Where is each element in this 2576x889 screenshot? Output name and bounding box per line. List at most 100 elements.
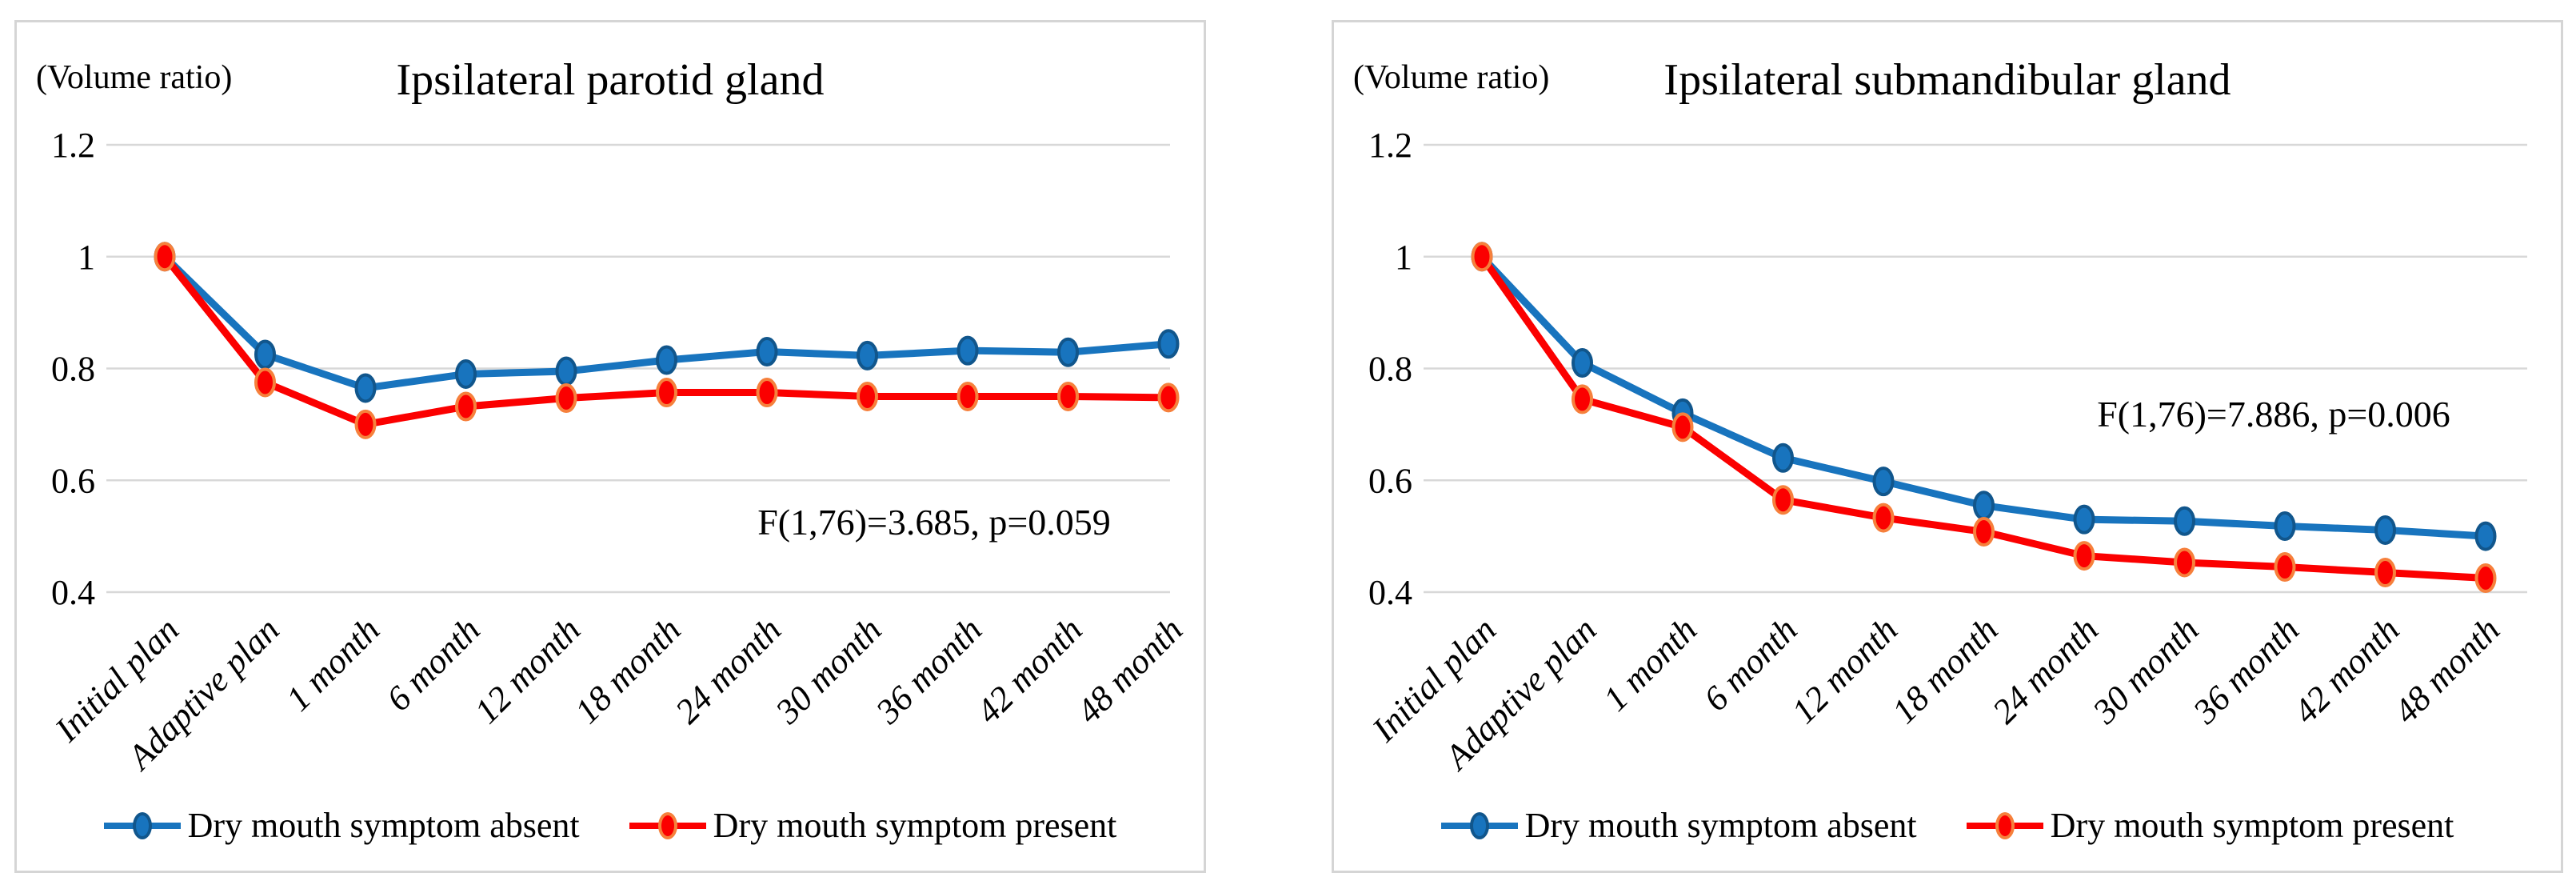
legend-label: Dry mouth symptom absent <box>187 806 580 845</box>
y-axis-unit-label: (Volume ratio) <box>36 59 233 96</box>
data-point-marker <box>354 373 377 403</box>
svg-text:1.2: 1.2 <box>1368 126 1412 165</box>
data-point-marker <box>2274 511 2296 542</box>
data-point-marker <box>1572 384 1593 414</box>
legend-entry-present: Dry mouth symptom present <box>1966 805 2454 846</box>
chart-title: Ipsilateral submandibular gland <box>1663 55 2231 105</box>
legend-marker-present <box>1966 811 2043 841</box>
legend-marker-absent <box>103 811 181 841</box>
legend-marker-present <box>629 811 706 841</box>
legend-marker-absent <box>1440 811 1518 841</box>
stats-annotation: F(1,76)=3.685, p=0.059 <box>757 502 1111 543</box>
legend-label: Dry mouth symptom absent <box>1524 806 1917 845</box>
data-point-marker <box>2174 506 2195 536</box>
gridlines <box>1424 143 2527 594</box>
data-point-marker <box>857 340 878 370</box>
legend-entry-absent: Dry mouth symptom absent <box>103 805 580 846</box>
data-point-marker <box>2374 558 2396 588</box>
chart-legend: Dry mouth symptom absent Dry mouth sympt… <box>17 805 1204 846</box>
legend-dot-icon <box>132 811 152 839</box>
data-point-marker <box>957 381 979 411</box>
y-tick-labels: 1.2 1 0.8 0.6 0.4 <box>1368 126 1412 612</box>
y-tick-labels: 1.2 1 0.8 0.6 0.4 <box>51 126 95 612</box>
svg-text:1 month: 1 month <box>1596 610 1704 719</box>
svg-text:0.6: 0.6 <box>1368 461 1412 500</box>
chart-panel-parotid: (Volume ratio) Ipsilateral parotid gland… <box>14 20 1206 873</box>
data-point-marker <box>2073 504 2095 535</box>
legend-label: Dry mouth symptom present <box>713 806 1117 845</box>
data-point-marker <box>2374 515 2396 545</box>
chart-panel-submandibular: (Volume ratio) Ipsilateral submandibular… <box>1332 20 2563 873</box>
svg-text:48 month: 48 month <box>1069 610 1190 731</box>
data-point-marker <box>957 335 979 366</box>
data-point-marker <box>1872 467 1895 497</box>
data-point-marker <box>2474 521 2497 551</box>
series-dry-mouth-symptom-present <box>1471 242 2497 594</box>
data-point-marker <box>1973 491 1995 521</box>
legend-entry-present: Dry mouth symptom present <box>629 805 1117 846</box>
data-point-marker <box>1057 337 1079 367</box>
svg-text:0.8: 0.8 <box>1368 350 1412 389</box>
data-point-marker <box>254 367 276 398</box>
data-point-marker <box>656 378 677 408</box>
svg-text:12 month: 12 month <box>467 610 588 731</box>
svg-text:30 month: 30 month <box>2085 610 2207 731</box>
data-point-marker <box>2174 547 2195 578</box>
legend-dot-icon <box>1469 811 1489 839</box>
svg-text:30 month: 30 month <box>768 610 889 731</box>
svg-text:0.4: 0.4 <box>51 573 95 612</box>
data-point-marker <box>1671 412 1694 442</box>
legend-dot-icon <box>1995 811 2015 839</box>
data-point-marker <box>656 345 677 375</box>
svg-text:48 month: 48 month <box>2386 610 2507 731</box>
data-point-marker <box>455 358 477 389</box>
svg-text:18 month: 18 month <box>1884 610 2005 731</box>
data-point-marker <box>1572 348 1593 378</box>
data-point-marker <box>2073 541 2095 571</box>
svg-text:0.4: 0.4 <box>1368 573 1412 612</box>
svg-text:42 month: 42 month <box>2286 610 2406 731</box>
data-point-marker <box>555 356 577 386</box>
svg-text:24 month: 24 month <box>1985 610 2106 731</box>
data-point-marker <box>756 378 778 408</box>
data-point-marker <box>1471 242 1493 272</box>
svg-text:18 month: 18 month <box>567 610 688 731</box>
data-point-marker <box>254 339 276 370</box>
svg-text:42 month: 42 month <box>968 610 1089 731</box>
data-point-marker <box>1973 517 1995 547</box>
data-point-marker <box>455 391 477 422</box>
chart-title: Ipsilateral parotid gland <box>396 55 825 105</box>
chart-legend: Dry mouth symptom absent Dry mouth sympt… <box>1334 805 2561 846</box>
svg-text:1: 1 <box>78 238 95 277</box>
svg-text:36 month: 36 month <box>2185 610 2306 731</box>
svg-text:1.2: 1.2 <box>51 126 95 165</box>
data-point-marker <box>857 381 878 411</box>
data-point-marker <box>1772 442 1794 473</box>
data-point-marker <box>154 242 176 272</box>
svg-text:12 month: 12 month <box>1784 610 1905 731</box>
series-dry-mouth-symptom-absent <box>154 242 1180 403</box>
svg-text:1 month: 1 month <box>278 610 387 719</box>
svg-text:0.8: 0.8 <box>51 350 95 389</box>
series-dry-mouth-symptom-present <box>154 242 1180 439</box>
legend-dot-icon <box>657 811 677 839</box>
data-point-marker <box>2274 552 2296 583</box>
data-point-marker <box>1057 381 1079 411</box>
data-point-marker <box>555 383 577 414</box>
data-point-marker <box>756 337 778 367</box>
data-point-marker <box>1872 503 1895 533</box>
data-point-marker <box>1772 485 1794 515</box>
legend-entry-absent: Dry mouth symptom absent <box>1440 805 1917 846</box>
svg-text:36 month: 36 month <box>868 610 989 731</box>
data-point-marker <box>1157 329 1180 359</box>
legend-label: Dry mouth symptom present <box>2050 806 2454 845</box>
data-point-marker <box>1157 382 1180 413</box>
data-point-marker <box>354 409 377 439</box>
gridlines <box>106 143 1170 594</box>
stats-annotation: F(1,76)=7.886, p=0.006 <box>2097 394 2450 434</box>
